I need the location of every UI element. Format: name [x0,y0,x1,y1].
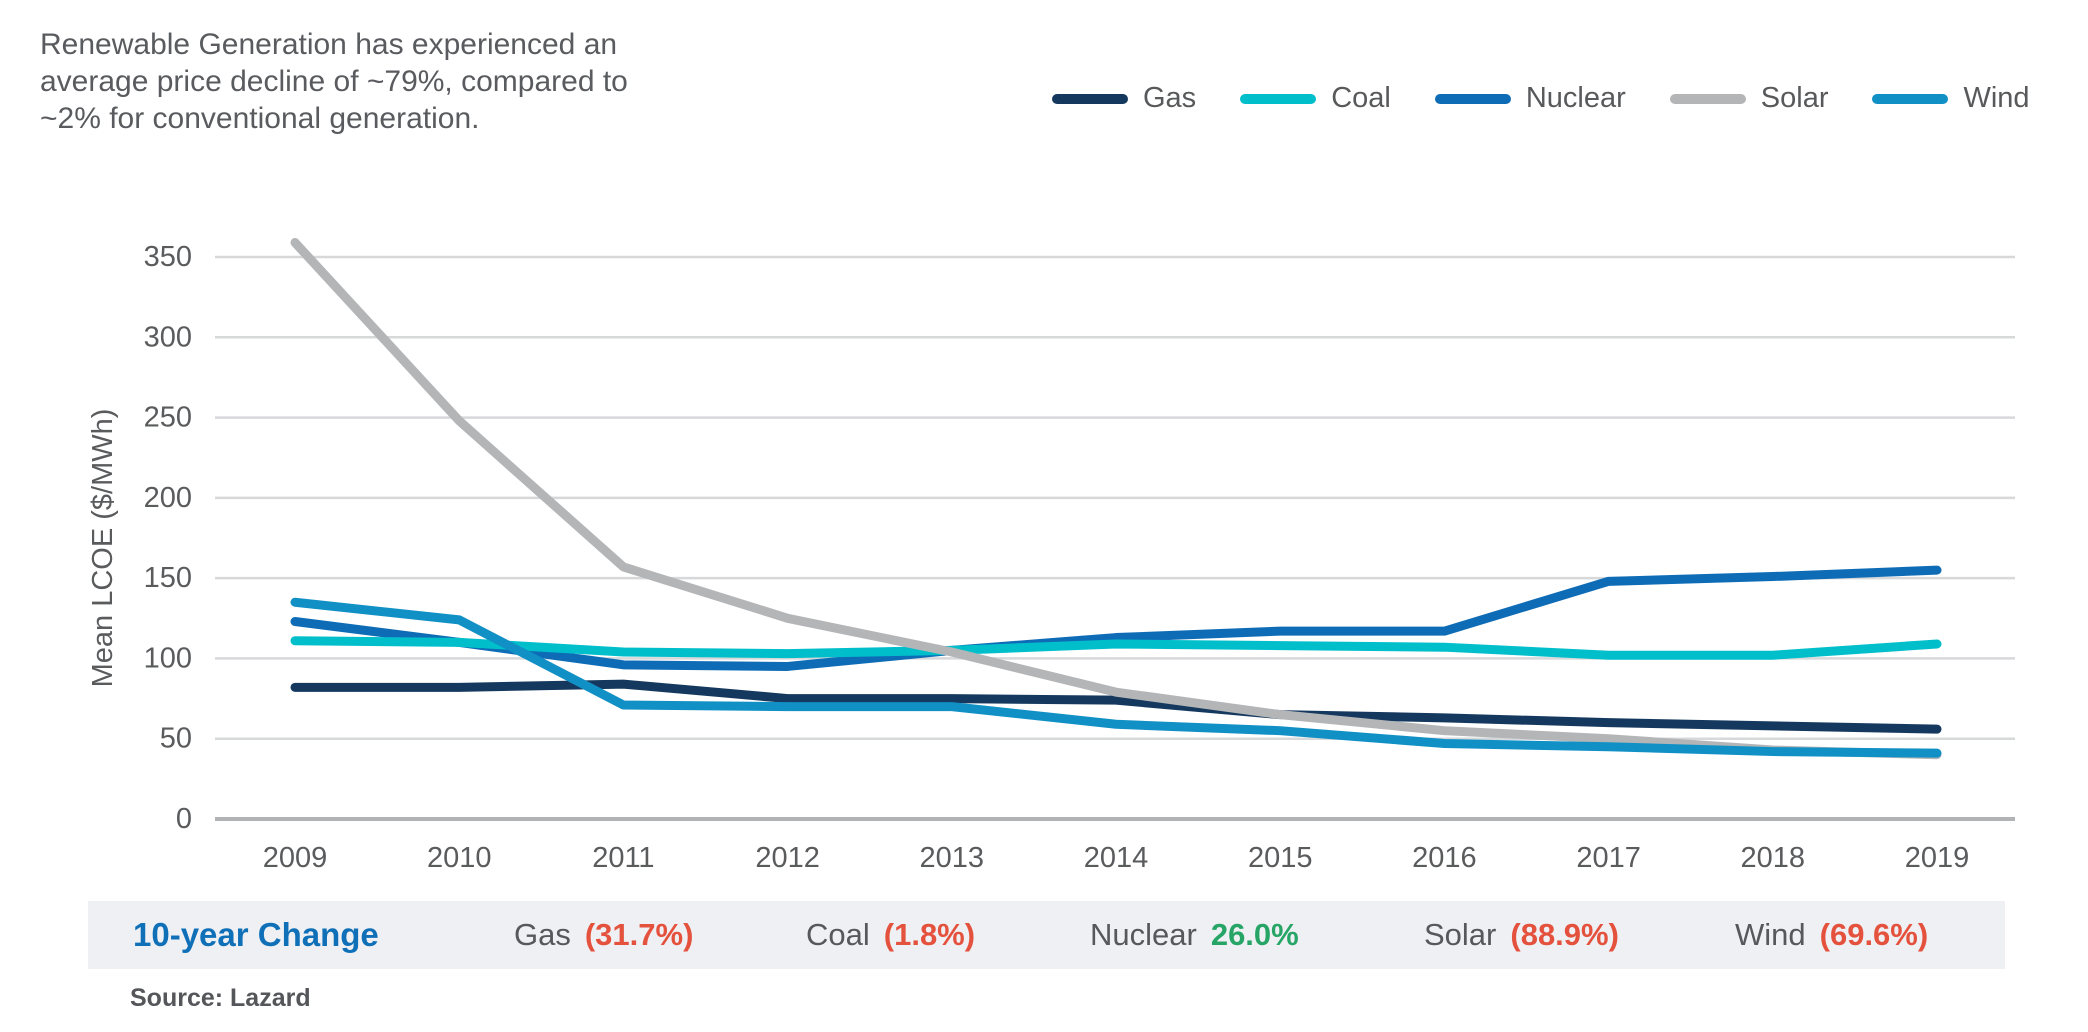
legend-item-coal[interactable]: Coal [1240,82,1391,115]
source-note: Source: Lazard [130,984,311,1013]
y-tick-label-150: 150 [144,562,192,594]
y-tick-label-300: 300 [144,321,192,353]
ten-year-change-label: 10-year Change [133,916,379,953]
summary-item-gas: Gas (31.7%) [514,901,693,975]
summary-change-value: (1.8%) [883,917,976,952]
x-tick-label-2019: 2019 [1905,842,1970,874]
series-line-gas[interactable] [290,679,1942,734]
summary-change-value: (69.6%) [1819,917,1929,952]
y-tick-label-250: 250 [144,402,192,434]
x-tick-label-2013: 2013 [920,842,985,874]
chart-title: Renewable Generation has experienced an … [40,28,628,135]
summary-item-solar: Solar (88.9%) [1424,901,1619,975]
legend: Gas Coal Nuclear Solar Wind [1052,82,2030,115]
legend-item-wind[interactable]: Wind [1872,82,2030,115]
lcoe-line-chart: 0 50 100 150 200 250 300 350 2009 2010 2011 2012 201… [87,238,2015,874]
x-tick-label-2010: 2010 [427,842,492,874]
legend-swatch-solar [1669,93,1746,104]
legend-label: Coal [1331,82,1391,114]
x-tick-label-2011: 2011 [592,842,654,874]
summary-change-value: 26.0% [1210,917,1299,952]
legend-label: Solar [1760,82,1829,114]
legend-item-solar[interactable]: Solar [1669,82,1829,115]
summary-series-name: Wind [1735,917,1806,952]
y-tick-label-100: 100 [144,642,192,674]
legend-swatch-wind [1872,93,1949,104]
summary-item-coal: Coal (1.8%) [806,901,975,975]
series-line-nuclear[interactable] [290,565,1942,671]
y-tick-label-200: 200 [144,482,192,514]
y-tick-label-350: 350 [144,241,192,273]
summary-series-name: Gas [514,917,571,952]
x-tick-label-2018: 2018 [1741,842,1806,874]
legend-item-nuclear[interactable]: Nuclear [1434,82,1626,115]
legend-label: Nuclear [1525,82,1626,114]
legend-label: Wind [1963,82,2030,114]
summary-item-nuclear: Nuclear 26.0% [1090,901,1299,975]
y-tick-label-50: 50 [160,723,192,755]
series-line-solar[interactable] [290,238,1942,760]
x-tick-label-2012: 2012 [755,842,820,874]
x-tick-label-2016: 2016 [1412,842,1477,874]
summary-series-name: Nuclear [1090,917,1197,952]
summary-item-wind: Wind (69.6%) [1735,901,1928,975]
summary-series-name: Coal [806,917,870,952]
y-tick-label-0: 0 [176,803,192,835]
series-line-coal[interactable] [290,636,1942,660]
legend-swatch-gas [1052,93,1128,104]
legend-swatch-nuclear [1434,93,1511,104]
x-tick-label-2014: 2014 [1084,842,1149,874]
legend-swatch-coal [1240,93,1317,104]
summary-series-name: Solar [1424,917,1497,952]
ten-year-change-strip: 10-year Change Gas (31.7%) Coal (1.8%) Nucle… [88,901,2005,969]
legend-label: Gas [1143,82,1197,114]
series-line-wind[interactable] [290,597,1942,758]
source-text: Source: Lazard [130,984,311,1012]
x-tick-label-2015: 2015 [1248,842,1313,874]
x-tick-label-2009: 2009 [263,842,328,874]
summary-change-value: (88.9%) [1510,917,1619,952]
legend-item-gas[interactable]: Gas [1052,82,1196,115]
x-tick-label-2017: 2017 [1576,842,1641,874]
y-axis-title: Mean LCOE ($/MWh) [87,409,119,688]
summary-change-value: (31.7%) [584,917,694,952]
